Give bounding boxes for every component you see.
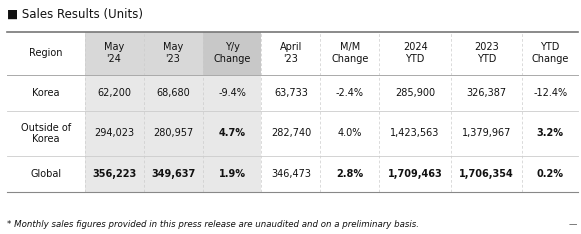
Text: -9.4%: -9.4% (218, 88, 246, 98)
Text: 356,223: 356,223 (92, 169, 136, 179)
Text: 4.0%: 4.0% (338, 128, 362, 138)
Text: 2024
YTD: 2024 YTD (403, 42, 428, 64)
Text: M/M
Change: M/M Change (331, 42, 368, 64)
Text: -12.4%: -12.4% (533, 88, 567, 98)
Bar (85, 156, 144, 192)
Bar (203, 75, 261, 111)
Text: 0.2%: 0.2% (537, 169, 564, 179)
Text: Y/y
Change: Y/y Change (213, 42, 250, 64)
Bar (144, 111, 203, 156)
Text: 4.7%: 4.7% (218, 128, 246, 138)
Text: May
'23: May '23 (163, 42, 183, 64)
Bar (203, 32, 261, 75)
Text: Global: Global (30, 169, 62, 179)
Bar (85, 32, 144, 75)
Text: —: — (569, 220, 577, 229)
Text: 63,733: 63,733 (274, 88, 308, 98)
Text: 1.9%: 1.9% (218, 169, 246, 179)
Bar (85, 75, 144, 111)
Text: 1,709,463: 1,709,463 (388, 169, 443, 179)
Text: 280,957: 280,957 (153, 128, 193, 138)
Text: Korea: Korea (32, 88, 59, 98)
Text: 2023
YTD: 2023 YTD (474, 42, 499, 64)
Bar (144, 75, 203, 111)
Bar (144, 32, 203, 75)
Text: YTD
Change: YTD Change (532, 42, 569, 64)
Text: April
'23: April '23 (280, 42, 302, 64)
Text: Outside of
Korea: Outside of Korea (21, 123, 71, 144)
Text: 1,423,563: 1,423,563 (390, 128, 440, 138)
Text: 3.2%: 3.2% (537, 128, 564, 138)
Text: -2.4%: -2.4% (336, 88, 364, 98)
Text: May
'24: May '24 (104, 42, 124, 64)
Text: 62,200: 62,200 (97, 88, 131, 98)
Bar (203, 111, 261, 156)
Text: 346,473: 346,473 (271, 169, 311, 179)
Text: 326,387: 326,387 (467, 88, 507, 98)
Text: Region: Region (29, 48, 63, 58)
Bar (203, 156, 261, 192)
Text: 2.8%: 2.8% (336, 169, 364, 179)
Bar (85, 111, 144, 156)
Text: * Monthly sales figures provided in this press release are unaudited and on a pr: * Monthly sales figures provided in this… (7, 220, 419, 229)
Text: 68,680: 68,680 (156, 88, 190, 98)
Text: 282,740: 282,740 (271, 128, 311, 138)
Text: ■ Sales Results (Units): ■ Sales Results (Units) (7, 8, 143, 21)
Bar (144, 156, 203, 192)
Text: 294,023: 294,023 (94, 128, 134, 138)
Text: 1,379,967: 1,379,967 (462, 128, 511, 138)
Text: 285,900: 285,900 (395, 88, 435, 98)
Text: 349,637: 349,637 (151, 169, 195, 179)
Text: 1,706,354: 1,706,354 (459, 169, 514, 179)
